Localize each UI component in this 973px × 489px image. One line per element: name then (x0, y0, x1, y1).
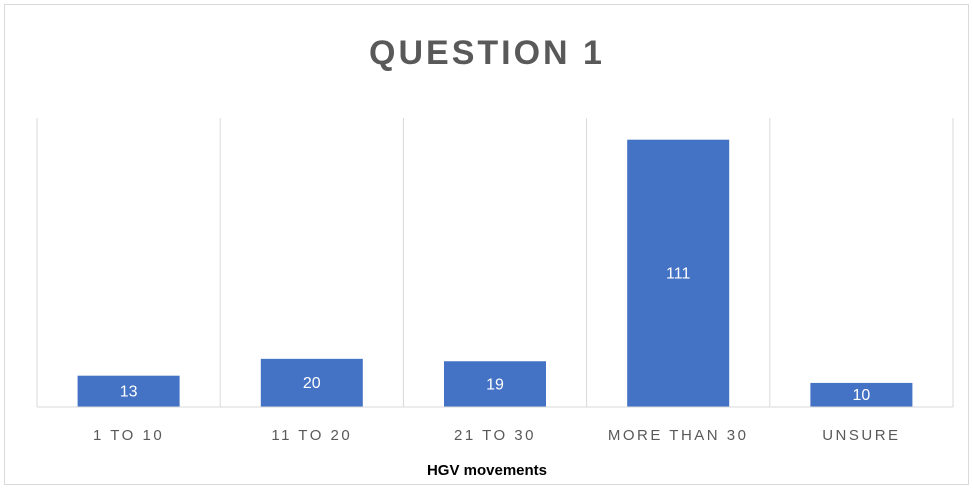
data-label: 111 (666, 266, 690, 283)
chart-title: QUESTION 1 (369, 34, 605, 72)
data-label: 13 (120, 384, 138, 401)
data-label: 20 (303, 375, 321, 392)
x-tick-label: 21 TO 30 (454, 427, 536, 444)
chart-border (4, 4, 969, 485)
bar (260, 358, 363, 407)
x-tick-label: MORE THAN 30 (608, 427, 749, 444)
data-label: 10 (853, 387, 871, 404)
x-tick-label: UNSURE (822, 427, 900, 444)
data-label: 19 (486, 376, 504, 393)
bar (810, 382, 913, 407)
x-tick-label: 11 TO 20 (271, 427, 352, 444)
bar (444, 361, 546, 407)
x-tick-label: 1 TO 10 (93, 427, 164, 444)
bar (77, 375, 180, 407)
bar (627, 139, 730, 408)
x-axis-title: HGV movements (427, 462, 547, 479)
